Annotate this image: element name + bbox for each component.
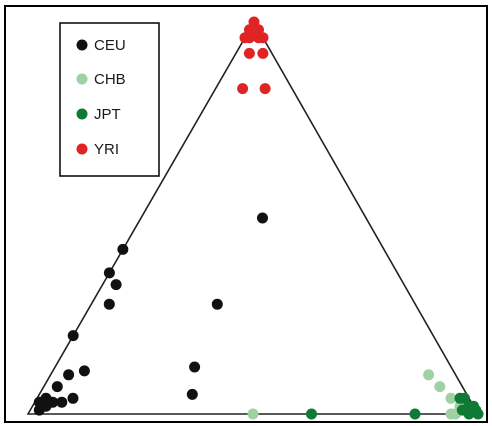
point-jpt-9 xyxy=(459,392,470,404)
figure-border xyxy=(4,5,488,423)
point-yri-9 xyxy=(257,47,269,59)
point-yri-11 xyxy=(259,83,271,95)
legend-marker-jpt xyxy=(76,108,88,120)
point-jpt-5 xyxy=(456,404,468,416)
point-chb-4 xyxy=(423,369,435,381)
point-ceu-10 xyxy=(67,330,79,342)
legend-marker-chb xyxy=(76,73,88,85)
legend-label-chb: CHB xyxy=(94,71,126,88)
point-ceu-15 xyxy=(211,298,223,310)
data-points xyxy=(33,16,484,420)
point-yri-8 xyxy=(243,47,255,59)
point-chb-0 xyxy=(247,408,259,420)
legend-marker-ceu xyxy=(76,39,88,51)
legend-label-jpt: JPT xyxy=(94,106,121,123)
legend-label-ceu: CEU xyxy=(94,37,126,54)
point-yri-6 xyxy=(239,32,251,44)
point-ceu-9 xyxy=(78,365,90,377)
point-ceu-8 xyxy=(63,369,75,381)
point-ceu-5 xyxy=(56,396,68,408)
point-jpt-8 xyxy=(472,408,484,420)
legend-box xyxy=(59,22,160,177)
point-ceu-14 xyxy=(103,298,115,310)
legend: CEU CHB JPT YRI xyxy=(59,22,160,177)
point-ceu-4 xyxy=(40,392,52,404)
point-yri-10 xyxy=(237,83,249,95)
legend-marker-yri xyxy=(76,143,88,155)
point-ceu-6 xyxy=(51,381,63,393)
point-ceu-16 xyxy=(189,361,201,373)
point-ceu-18 xyxy=(257,212,268,224)
point-ceu-12 xyxy=(117,243,129,255)
point-ceu-7 xyxy=(67,392,79,404)
point-chb-2 xyxy=(445,392,457,404)
point-chb-3 xyxy=(434,381,446,393)
legend-label-yri: YRI xyxy=(94,141,119,158)
point-jpt-1 xyxy=(409,408,421,420)
point-ceu-11 xyxy=(103,267,115,279)
point-yri-7 xyxy=(257,32,269,44)
point-jpt-0 xyxy=(306,408,317,420)
point-ceu-17 xyxy=(186,388,198,400)
point-ceu-13 xyxy=(110,279,122,291)
